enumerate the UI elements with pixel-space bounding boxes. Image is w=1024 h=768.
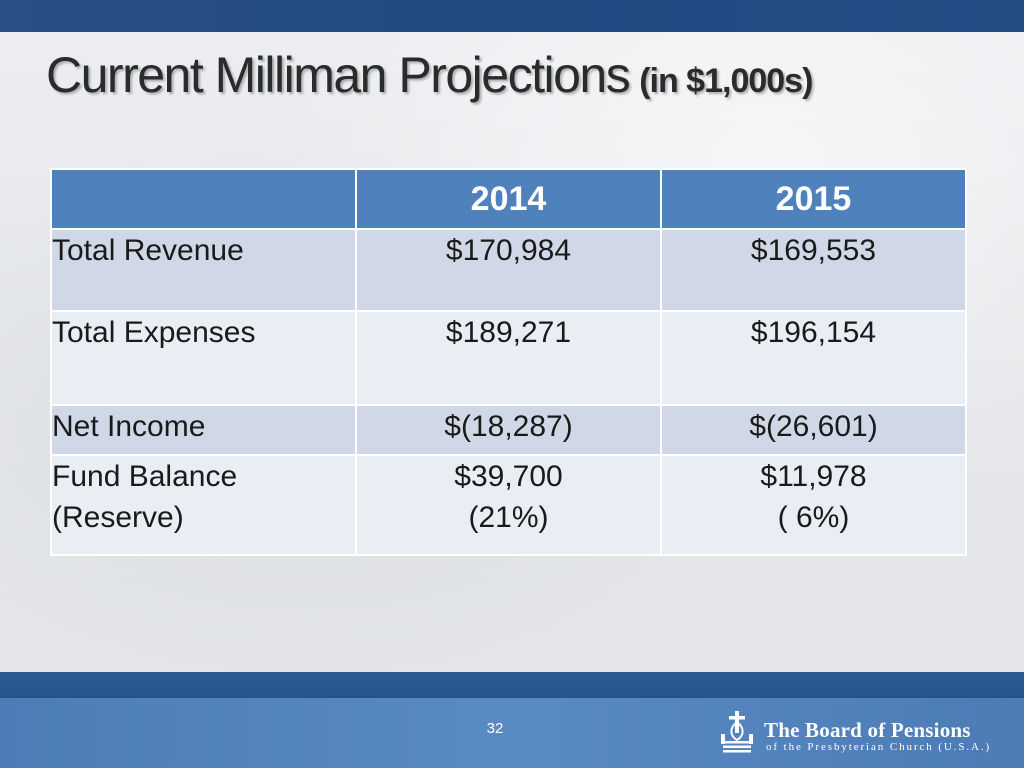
value-cell-2014: $(18,287) [355, 404, 662, 456]
label-text: (Reserve) [52, 501, 184, 534]
label-text: Net Income [52, 410, 206, 443]
row-label: Total Expenses [50, 310, 357, 406]
label-text: Fund Balance [52, 460, 238, 493]
value-text: $11,978 [760, 460, 867, 493]
row-label: Fund Balance (Reserve) [50, 454, 357, 556]
logo-name: The Board of Pensions [764, 718, 971, 742]
board-of-pensions-logo: The Board of Pensions of the Presbyteria… [720, 710, 1010, 758]
value-text: $170,984 [445, 234, 572, 267]
value-cell-2015: $(26,601) [660, 404, 967, 456]
value-text: (21%) [468, 501, 549, 534]
presbyterian-seal-icon [720, 710, 754, 756]
row-label: Net Income [50, 404, 357, 456]
row-label: Total Revenue [50, 228, 357, 312]
label-text: Total Revenue [52, 234, 244, 267]
value-cell-2014: $39,700 (21%) [355, 454, 662, 556]
value-text: $169,553 [750, 234, 877, 267]
page-number: 32 [486, 720, 504, 737]
value-cell-2014: $170,984 [355, 228, 662, 312]
value-text: $(18,287) [444, 410, 573, 443]
table-row-total-revenue: Total Revenue $170,984 $169,553 [50, 228, 967, 312]
table-row-net-income: Net Income $(18,287) $(26,601) [50, 404, 967, 456]
value-cell-2015: $11,978 ( 6%) [660, 454, 967, 556]
table-row-fund-balance: Fund Balance (Reserve) $39,700 (21%) $11… [50, 454, 967, 556]
title-main: Current Milliman Projections [46, 47, 631, 103]
header-cell-2014: 2014 [355, 168, 662, 230]
title-unit: (in $1,000s) [639, 62, 813, 100]
value-cell-2014: $189,271 [355, 310, 662, 406]
table-row-total-expenses: Total Expenses $189,271 $196,154 [50, 310, 967, 406]
header-cell-empty [50, 168, 357, 230]
header-cell-2015: 2015 [660, 168, 967, 230]
footer-band-highlight [0, 698, 1024, 768]
value-cell-2015: $196,154 [660, 310, 967, 406]
value-text: $(26,601) [749, 410, 878, 443]
logo-subtitle: of the Presbyterian Church (U.S.A.) [766, 741, 992, 753]
table-header-row: 2014 2015 [50, 168, 967, 230]
projections-table: 2014 2015 Total Revenue $170,984 $169,55… [50, 168, 967, 556]
value-cell-2015: $169,553 [660, 228, 967, 312]
value-text: $196,154 [750, 316, 877, 349]
value-text: ( 6%) [777, 501, 850, 534]
label-text: Total Expenses [52, 316, 256, 349]
value-text: $189,271 [445, 316, 572, 349]
slide-title: Current Milliman Projections (in $1,000s) [46, 46, 813, 104]
value-text: $39,700 [454, 460, 563, 493]
top-banner [0, 0, 1024, 32]
